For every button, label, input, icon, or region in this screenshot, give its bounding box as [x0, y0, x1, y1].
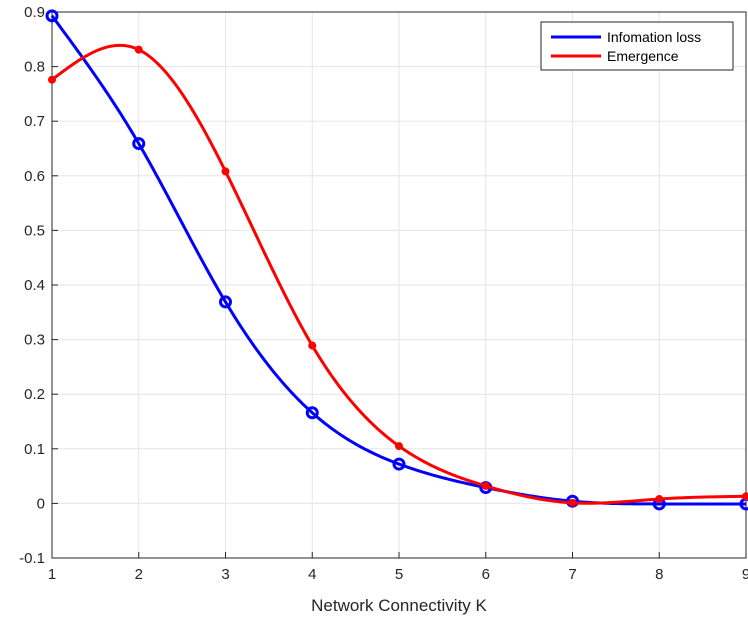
- x-tick-label: 5: [395, 566, 403, 583]
- y-tick-label: 0.9: [24, 4, 45, 21]
- data-point-information-loss: [45, 9, 59, 23]
- y-tick-label: 0.5: [24, 222, 45, 239]
- legend-label: Emergence: [607, 48, 679, 64]
- x-tick-label: 1: [48, 566, 56, 583]
- x-tick-label: 4: [308, 566, 316, 583]
- data-point-emergence: [742, 492, 748, 501]
- y-tick-label: 0.6: [24, 168, 45, 185]
- x-axis-label: Network Connectivity K: [311, 596, 487, 615]
- data-point-emergence: [395, 442, 403, 451]
- data-point-emergence: [48, 75, 56, 84]
- data-point-emergence: [655, 495, 664, 504]
- x-tick-label: 8: [655, 566, 663, 583]
- series-line-information-loss: [50, 14, 746, 506]
- y-tick-label: 0.4: [24, 277, 45, 294]
- y-tick-label: 0.2: [24, 386, 45, 403]
- legend-label: Infomation loss: [607, 29, 701, 45]
- x-tick-label: 3: [221, 566, 229, 583]
- data-point-emergence: [308, 341, 317, 350]
- x-tick-label: 7: [568, 566, 576, 583]
- y-tick-label: 0.7: [24, 113, 45, 130]
- x-tick-label: 6: [482, 566, 490, 583]
- data-point-emergence: [481, 481, 490, 490]
- data-point-emergence: [134, 45, 143, 54]
- data-point-information-loss: [305, 406, 319, 420]
- y-tick-label: 0.8: [24, 59, 45, 76]
- series-group: [45, 9, 748, 511]
- data-point-emergence: [568, 498, 577, 507]
- y-tick-label: 0.1: [24, 441, 45, 458]
- axis-ticks: 1 2 3 4 5 6 7 8 9 -0.1 0 0.1 0.2 0.3 0.4 0.5 0.6 0.7 0.8 0.…: [19, 4, 748, 583]
- grid-lines: [51, 11, 747, 559]
- y-tick-label: 0: [37, 495, 45, 512]
- x-tick-label: 2: [135, 566, 143, 583]
- data-point-information-loss: [392, 457, 406, 471]
- data-point-information-loss: [132, 137, 146, 151]
- y-tick-label: 0.3: [24, 332, 45, 349]
- data-point-emergence: [221, 167, 230, 176]
- legend: Infomation loss Emergence: [540, 21, 734, 71]
- x-tick-label: 9: [742, 566, 748, 583]
- data-point-information-loss: [219, 295, 232, 309]
- y-tick-label: -0.1: [19, 550, 45, 567]
- legend-box: [540, 21, 734, 71]
